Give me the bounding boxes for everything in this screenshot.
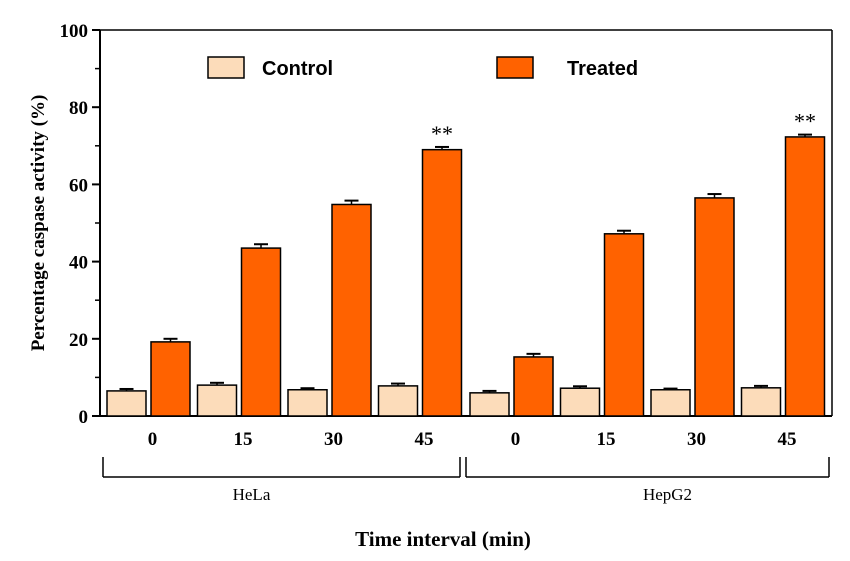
y-tick-label: 40 — [69, 253, 88, 274]
bar-hepg2-treated-45 — [784, 136, 826, 417]
y-tick-label: 0 — [79, 407, 89, 428]
chart-legend: Control Treated — [207, 56, 638, 80]
x-tick-label: 45 — [778, 429, 797, 450]
bar-hela-treated-15 — [240, 247, 282, 417]
bar-hepg2-control-0 — [469, 392, 510, 417]
x-tick-label: 45 — [415, 429, 434, 450]
y-axis-label: Percentage caspase activity (%) — [28, 95, 49, 352]
x-tick-label: 15 — [597, 429, 616, 450]
bar-hepg2-control-30 — [650, 389, 691, 417]
bar-hepg2-treated-30 — [694, 197, 735, 417]
legend-label-treated: Treated — [567, 58, 638, 80]
y-tick-label: 60 — [69, 175, 88, 196]
bar-hepg2-treated-0 — [513, 356, 554, 417]
x-axis-label: Time interval (min) — [355, 527, 531, 551]
significance-annotation: ** — [794, 109, 816, 134]
x-tick-label: 0 — [148, 429, 158, 450]
bar-hela-treated-0 — [150, 341, 191, 417]
x-tick-label: 0 — [511, 429, 521, 450]
legend-swatch-treated — [496, 56, 534, 79]
bar-hela-control-15 — [196, 384, 238, 417]
bar-hela-control-0 — [106, 390, 147, 417]
bar-hela-treated-30 — [331, 203, 372, 417]
group-label-hepg2: HepG2 — [643, 485, 692, 504]
x-tick-label: 15 — [234, 429, 253, 450]
y-tick-label: 80 — [69, 98, 88, 119]
legend-label-control: Control — [262, 58, 333, 80]
bar-hela-control-45 — [377, 385, 419, 417]
chart-bars — [106, 133, 826, 417]
bar-hela-control-30 — [287, 389, 328, 417]
significance-annotation: ** — [431, 121, 453, 146]
group-label-hela: HeLa — [233, 485, 271, 504]
bar-hepg2-treated-15 — [603, 233, 645, 417]
bar-hela-treated-45 — [421, 148, 463, 417]
bar-hepg2-control-15 — [559, 387, 601, 417]
chart-labels: Percentage caspase activity (%) 0 15 30 45 **… — [28, 95, 830, 551]
y-tick-label: 100 — [60, 21, 89, 42]
legend-swatch-control — [207, 56, 245, 79]
y-tick-label: 20 — [69, 330, 88, 351]
x-tick-label: 30 — [687, 429, 706, 450]
x-tick-label: 30 — [324, 429, 343, 450]
bar-hepg2-control-45 — [740, 387, 782, 417]
